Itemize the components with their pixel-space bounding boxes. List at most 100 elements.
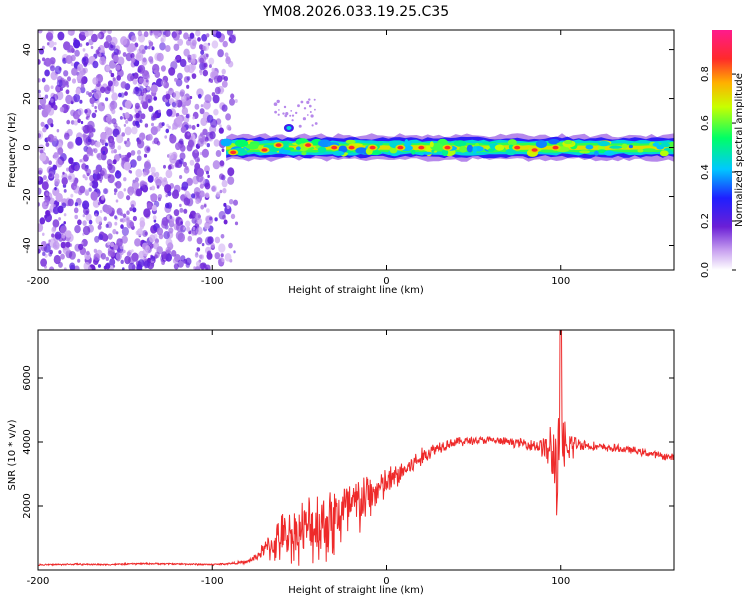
noise-speckle (204, 94, 212, 104)
noise-speckle (42, 251, 46, 256)
noise-speckle (95, 215, 103, 225)
noise-speckle (38, 59, 41, 65)
noise-speckle (214, 236, 221, 244)
noise-speckle (190, 53, 196, 61)
noise-speckle (91, 180, 99, 189)
noise-speckle (84, 189, 90, 196)
noise-speckle (186, 84, 190, 89)
noise-speckle (107, 233, 113, 240)
noise-speckle (89, 182, 93, 187)
noise-speckle (80, 86, 86, 94)
noise-speckle (204, 136, 209, 142)
noise-speckle (52, 219, 60, 228)
noise-speckle (150, 84, 158, 94)
noise-speckle (67, 30, 72, 35)
peak-marker (305, 143, 312, 147)
noise-speckle (75, 136, 83, 146)
noise-speckle (204, 182, 211, 190)
noise-speckle (85, 213, 92, 222)
noise-speckle (211, 185, 217, 193)
noise-speckle (124, 112, 130, 119)
faint-streak-dot (274, 110, 277, 114)
faint-streak-dot (300, 100, 304, 104)
noise-speckle (202, 69, 208, 77)
snr-frame (37, 329, 675, 571)
noise-speckle (105, 65, 111, 72)
noise-speckle (185, 262, 190, 268)
faint-streak-dot (276, 99, 280, 104)
noise-speckle (189, 159, 195, 166)
y-tick-label: -40 (22, 237, 33, 253)
noise-speckle (97, 193, 100, 197)
noise-speckle (100, 232, 108, 242)
noise-speckle (100, 252, 106, 260)
noise-speckle (233, 250, 236, 254)
noise-speckle (218, 243, 226, 253)
noise-speckle (224, 252, 232, 262)
noise-speckle (123, 161, 131, 171)
noise-speckle (71, 78, 77, 84)
noise-speckle (47, 107, 55, 116)
noise-speckle (164, 30, 171, 37)
noise-speckle (179, 144, 186, 152)
signal-blob (332, 150, 345, 156)
colorbar-ticks: 0.0 0.2 0.4 0.6 0.8 (700, 66, 736, 278)
noise-speckle (81, 238, 88, 247)
noise-speckle (112, 228, 117, 235)
noise-speckle (150, 255, 156, 261)
noise-speckle (70, 109, 76, 117)
noise-speckle (102, 150, 106, 154)
noise-speckle (68, 157, 74, 165)
snr-panel: -200 -100 0 100 2000 4000 6000 Height of strai… (7, 329, 675, 596)
peak-marker (275, 143, 282, 147)
noise-speckle (49, 173, 52, 178)
signal-blob (659, 150, 669, 157)
noise-speckle (88, 92, 93, 98)
noise-speckle (54, 187, 57, 191)
noise-speckle (113, 188, 118, 193)
noise-speckle (169, 134, 177, 144)
noise-speckle (63, 221, 66, 225)
noise-speckle (61, 177, 68, 186)
noise-speckle (117, 145, 122, 151)
noise-speckle (207, 236, 214, 245)
noise-speckle (176, 222, 184, 232)
noise-speckle (63, 70, 69, 77)
peak-marker (397, 145, 404, 150)
y-tick-label: 20 (22, 92, 33, 105)
noise-speckle (186, 76, 191, 81)
noise-speckle (181, 107, 189, 116)
noise-speckle (78, 243, 84, 251)
faint-streak-dot (311, 124, 314, 127)
noise-speckle (110, 72, 115, 78)
noise-speckle (198, 133, 206, 143)
signal-blob (535, 140, 548, 149)
noise-speckle (114, 182, 118, 186)
noise-speckle (128, 169, 131, 173)
noise-speckle (227, 167, 235, 177)
noise-speckle (156, 227, 164, 236)
noise-speckle (80, 120, 84, 125)
noise-speckle (73, 207, 79, 214)
noise-speckle (48, 40, 55, 48)
noise-speckle (63, 213, 67, 217)
noise-speckle (234, 221, 239, 226)
signal-blob (597, 140, 611, 147)
noise-speckle (129, 207, 133, 212)
noise-speckle (58, 261, 63, 268)
noise-speckle (56, 79, 63, 88)
noise-speckle (228, 34, 236, 44)
noise-speckle (126, 73, 134, 82)
noise-speckle (221, 68, 226, 75)
signal-blob (234, 139, 249, 148)
noise-speckle (169, 215, 172, 220)
noise-speckle (225, 113, 232, 121)
peak-marker (348, 145, 355, 150)
peak-marker (418, 145, 425, 150)
noise-speckle (41, 45, 45, 50)
noise-speckle (50, 71, 58, 81)
noise-speckle (189, 210, 197, 219)
noise-speckle (171, 250, 177, 257)
noise-speckle (167, 164, 172, 170)
